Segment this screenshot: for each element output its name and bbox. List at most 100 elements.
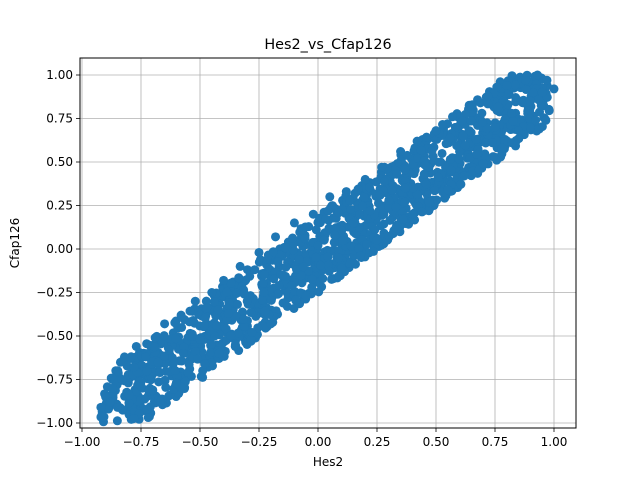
scatter-point bbox=[354, 244, 364, 254]
y-tick-label: 0.00 bbox=[46, 242, 73, 256]
x-tick-label: −0.25 bbox=[241, 435, 278, 449]
scatter-point bbox=[124, 390, 134, 400]
scatter-point bbox=[472, 149, 482, 159]
scatter-point bbox=[164, 345, 174, 355]
scatter-point bbox=[346, 241, 356, 251]
scatter-point bbox=[325, 192, 335, 202]
scatter-point bbox=[417, 207, 427, 217]
scatter-point bbox=[170, 365, 180, 375]
scatter-point bbox=[370, 224, 380, 234]
scatter-point bbox=[518, 98, 528, 108]
scatter-point bbox=[140, 394, 150, 404]
scatter-point bbox=[141, 352, 151, 362]
scatter-point bbox=[478, 159, 488, 169]
scatter-point bbox=[131, 341, 141, 351]
scatter-point bbox=[188, 315, 198, 325]
scatter-point bbox=[488, 152, 498, 162]
scatter-point bbox=[471, 134, 481, 144]
scatter-point bbox=[298, 262, 308, 272]
scatter-point bbox=[362, 239, 372, 249]
scatter-point bbox=[195, 334, 205, 344]
scatter-point bbox=[346, 204, 356, 214]
scatter-point bbox=[457, 116, 467, 126]
scatter-point bbox=[96, 402, 106, 412]
x-tick-label: −0.75 bbox=[123, 435, 160, 449]
scatter-point bbox=[477, 108, 487, 118]
scatter-point bbox=[235, 261, 245, 271]
scatter-point bbox=[238, 314, 248, 324]
scatter-point bbox=[384, 231, 394, 241]
scatter-point bbox=[222, 287, 232, 297]
scatter-point bbox=[477, 117, 487, 127]
scatter-point bbox=[345, 258, 355, 268]
scatter-point bbox=[446, 165, 456, 175]
scatter-point bbox=[372, 235, 382, 245]
scatter-point bbox=[391, 223, 401, 233]
scatter-point bbox=[199, 321, 209, 331]
scatter-point bbox=[188, 331, 198, 341]
scatter-point bbox=[154, 377, 164, 387]
scatter-point bbox=[171, 378, 181, 388]
scatter-point bbox=[445, 133, 455, 143]
scatter-point bbox=[274, 289, 284, 299]
scatter-point bbox=[206, 339, 216, 349]
scatter-point bbox=[377, 162, 387, 172]
scatter-point bbox=[430, 186, 440, 196]
scatter-point bbox=[316, 260, 326, 270]
scatter-point bbox=[136, 381, 146, 391]
scatter-point bbox=[282, 301, 292, 311]
scatter-point bbox=[490, 122, 500, 132]
scatter-point bbox=[464, 126, 474, 136]
scatter-point bbox=[232, 288, 242, 298]
scatter-point bbox=[142, 366, 152, 376]
scatter-point bbox=[281, 243, 291, 253]
scatter-point bbox=[207, 288, 217, 297]
scatter-point bbox=[407, 209, 417, 219]
scatter-point bbox=[330, 230, 340, 240]
scatter-point bbox=[400, 197, 410, 207]
scatter-point bbox=[327, 274, 337, 284]
scatter-point bbox=[159, 331, 169, 341]
x-tick-label: 0.00 bbox=[305, 435, 332, 449]
scatter-point bbox=[436, 157, 446, 167]
scatter-point bbox=[514, 134, 524, 144]
scatter-point bbox=[398, 214, 408, 224]
scatter-point bbox=[348, 218, 358, 228]
scatter-point bbox=[416, 145, 426, 155]
scatter-point bbox=[257, 295, 267, 305]
x-axis-label: Hes2 bbox=[313, 455, 343, 469]
scatter-point bbox=[246, 307, 256, 317]
scatter-point bbox=[296, 271, 306, 281]
scatter-point bbox=[266, 295, 276, 305]
scatter-point bbox=[119, 352, 129, 362]
scatter-point bbox=[205, 348, 215, 358]
scatter-point bbox=[402, 150, 412, 160]
y-tick-label: −0.75 bbox=[36, 373, 73, 387]
scatter-point bbox=[129, 413, 139, 423]
x-tick-label: 0.50 bbox=[423, 435, 450, 449]
scatter-point bbox=[288, 245, 298, 255]
scatter-point bbox=[156, 397, 166, 407]
scatter-point bbox=[291, 295, 301, 305]
scatter-point bbox=[214, 348, 224, 358]
scatter-point bbox=[108, 383, 118, 393]
scatter-point bbox=[481, 138, 491, 148]
scatter-point bbox=[420, 160, 430, 170]
scatter-point bbox=[318, 274, 328, 284]
scatter-point bbox=[148, 385, 158, 395]
scatter-point bbox=[448, 112, 458, 122]
scatter-point bbox=[431, 126, 441, 136]
scatter-point bbox=[437, 148, 447, 158]
scatter-point bbox=[191, 346, 201, 356]
scatter-point bbox=[258, 278, 268, 288]
scatter-point bbox=[202, 303, 212, 313]
scatter-point bbox=[500, 114, 510, 124]
scatter-point bbox=[160, 319, 170, 329]
scatter-point bbox=[233, 328, 243, 338]
scatter-point bbox=[487, 138, 497, 148]
scatter-point bbox=[278, 270, 288, 280]
scatter-point bbox=[396, 147, 406, 157]
scatter-point bbox=[483, 99, 493, 109]
scatter-point bbox=[338, 236, 348, 246]
chart-title: Hes2_vs_Cfap126 bbox=[264, 37, 391, 53]
